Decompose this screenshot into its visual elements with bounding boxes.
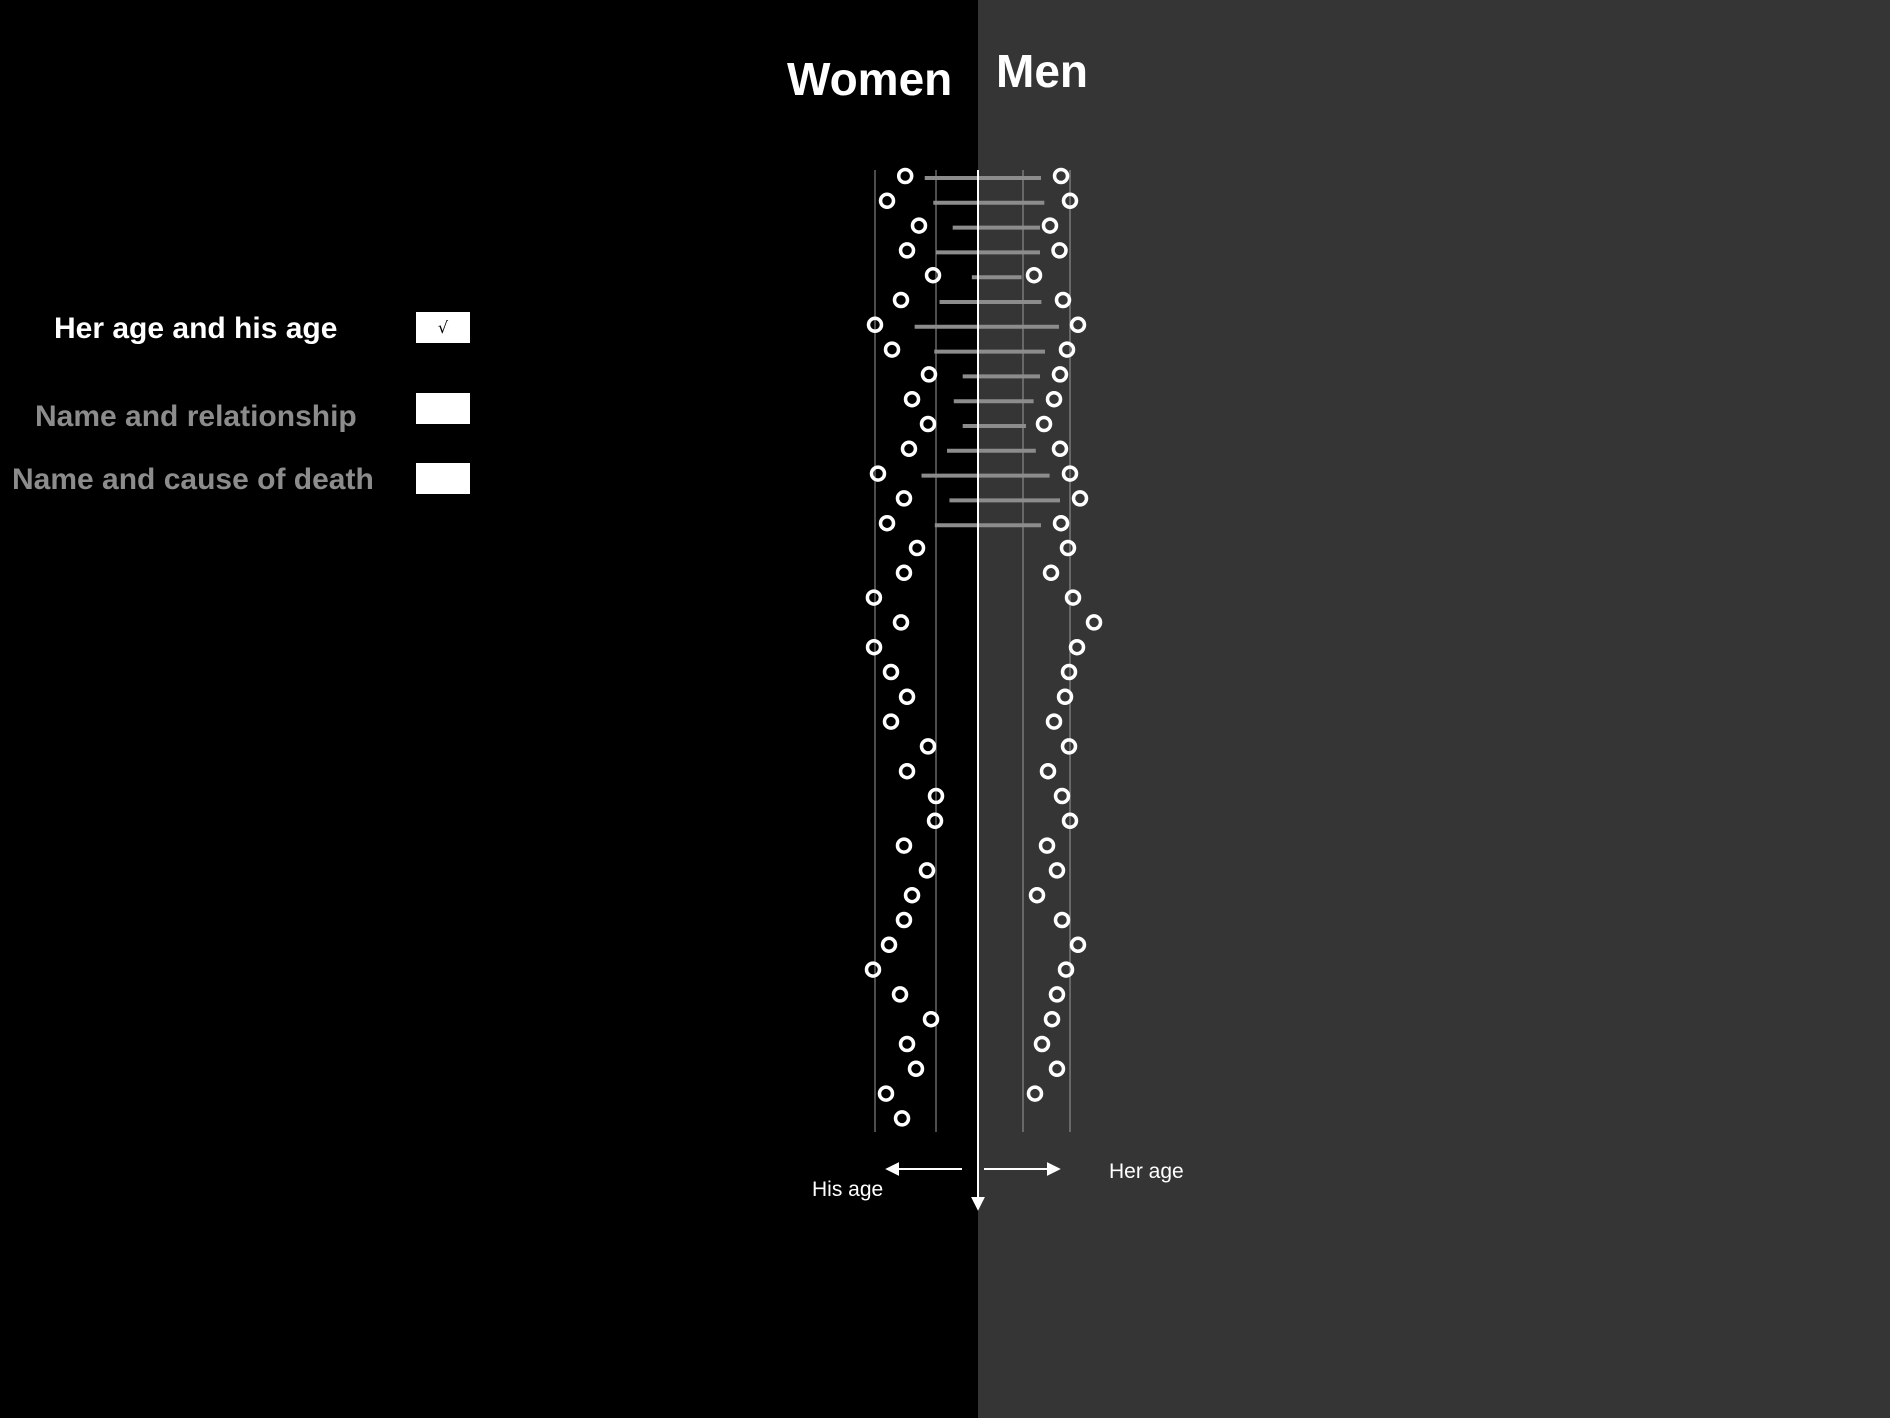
men-point bbox=[1051, 366, 1069, 383]
men-point bbox=[1048, 986, 1066, 1003]
men-point bbox=[1048, 1060, 1066, 1078]
men-point bbox=[1052, 167, 1070, 185]
checkbox-her-age-his-age[interactable]: √ bbox=[416, 312, 470, 343]
men-point bbox=[1048, 862, 1066, 879]
men-point bbox=[1045, 713, 1063, 730]
women-point bbox=[907, 1060, 925, 1078]
women-point bbox=[882, 663, 900, 681]
women-point bbox=[877, 1085, 895, 1102]
men-point bbox=[1026, 1085, 1044, 1102]
men-point bbox=[1041, 217, 1059, 234]
women-point bbox=[892, 291, 910, 309]
men-point bbox=[1061, 465, 1079, 482]
women-point bbox=[878, 514, 896, 532]
women-point bbox=[895, 911, 913, 929]
women-point bbox=[908, 539, 926, 557]
men-panel-background bbox=[978, 0, 1890, 1418]
women-point bbox=[898, 688, 916, 706]
women-point bbox=[903, 390, 921, 408]
women-point bbox=[898, 1035, 916, 1053]
women-point bbox=[866, 316, 884, 334]
option-label-name-relationship: Name and relationship bbox=[35, 400, 357, 433]
women-point bbox=[896, 167, 914, 185]
men-point bbox=[1051, 440, 1069, 458]
women-point bbox=[919, 415, 937, 433]
men-point bbox=[1085, 614, 1103, 631]
women-point bbox=[880, 936, 898, 954]
women-point bbox=[865, 589, 883, 606]
women-point bbox=[924, 266, 942, 284]
men-point bbox=[1071, 490, 1089, 507]
men-point bbox=[1045, 390, 1063, 408]
men-point bbox=[1056, 688, 1074, 706]
men-point bbox=[1061, 192, 1079, 210]
men-point bbox=[1059, 539, 1077, 557]
women-point bbox=[895, 837, 913, 854]
women-heading: Women bbox=[787, 53, 953, 105]
men-point bbox=[1028, 886, 1046, 904]
women-point bbox=[893, 1110, 911, 1127]
men-point bbox=[1064, 589, 1082, 606]
women-point bbox=[892, 614, 910, 631]
women-point bbox=[900, 440, 918, 458]
women-point bbox=[895, 490, 913, 507]
men-point bbox=[1068, 638, 1086, 656]
women-point bbox=[882, 713, 900, 730]
men-point bbox=[1033, 1035, 1051, 1053]
men-point bbox=[1054, 291, 1072, 309]
women-point bbox=[869, 465, 887, 482]
men-point bbox=[1051, 242, 1068, 259]
men-point bbox=[1025, 266, 1043, 284]
men-point bbox=[1038, 837, 1056, 854]
women-point bbox=[926, 812, 944, 830]
men-point bbox=[1039, 762, 1057, 780]
men-heading: Men bbox=[996, 45, 1088, 97]
men-point bbox=[1069, 316, 1087, 334]
checkbox-name-relationship[interactable] bbox=[416, 393, 470, 424]
men-point bbox=[1061, 812, 1079, 830]
men-point bbox=[1042, 564, 1060, 582]
option-label-her-age-his-age: Her age and his age bbox=[54, 312, 338, 345]
men-point bbox=[1052, 514, 1070, 532]
women-point bbox=[891, 986, 909, 1003]
men-point bbox=[1058, 341, 1076, 358]
women-point bbox=[920, 366, 938, 383]
women-point bbox=[883, 341, 901, 358]
his-age-label: His age bbox=[812, 1178, 884, 1201]
men-point bbox=[1035, 415, 1053, 433]
men-point bbox=[1053, 911, 1071, 929]
women-point bbox=[864, 961, 882, 978]
women-point bbox=[878, 192, 896, 210]
men-point bbox=[1057, 961, 1075, 978]
women-point bbox=[919, 738, 937, 755]
women-point bbox=[898, 242, 916, 259]
women-point bbox=[910, 217, 928, 234]
her-age-label: Her age bbox=[1109, 1160, 1184, 1183]
men-point bbox=[1053, 787, 1071, 805]
women-point bbox=[922, 1010, 940, 1028]
women-point bbox=[918, 862, 936, 879]
men-point bbox=[1060, 738, 1078, 755]
women-point bbox=[895, 564, 913, 582]
women-point bbox=[927, 787, 945, 805]
men-point bbox=[1060, 663, 1078, 681]
men-point bbox=[1043, 1010, 1061, 1028]
women-point bbox=[898, 762, 916, 780]
women-point bbox=[865, 638, 883, 656]
men-point bbox=[1069, 936, 1087, 954]
women-point bbox=[903, 886, 921, 904]
checkbox-name-cause-of-death[interactable] bbox=[416, 463, 470, 494]
option-label-name-cause-of-death: Name and cause of death bbox=[12, 463, 374, 496]
